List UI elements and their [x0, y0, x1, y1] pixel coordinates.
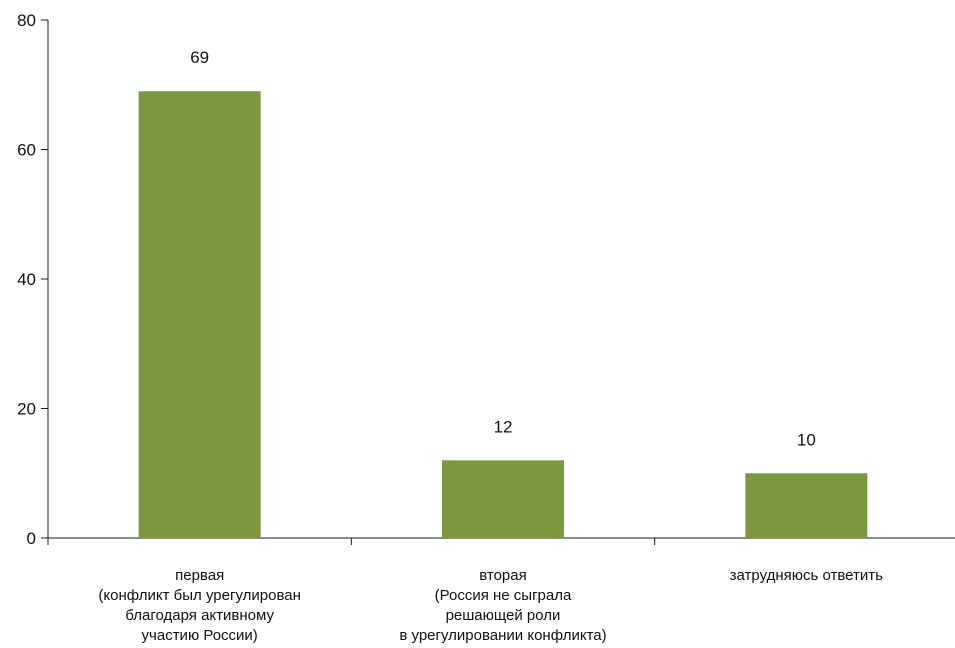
y-axis: 0 20 40 60 80 [17, 11, 49, 548]
x-axis [47, 537, 955, 545]
category-label-line: в урегулировании конфликта) [399, 627, 606, 644]
category-label-line: первая [175, 567, 224, 584]
bar [138, 91, 261, 538]
y-tick-label: 80 [17, 11, 36, 30]
data-label: 12 [494, 417, 513, 436]
bar [745, 473, 868, 538]
data-label: 69 [190, 48, 209, 67]
category-label-line: благодаря активному [125, 607, 274, 624]
category-label: затрудняюсь ответить [730, 567, 883, 584]
category-label-line: решающей роли [446, 607, 561, 624]
y-tick-label: 0 [27, 529, 36, 548]
category-label-line: вторая [479, 567, 527, 584]
category-label-line: затрудняюсь ответить [730, 567, 883, 584]
category-labels: первая (конфликт был урегулирован благодар… [98, 567, 883, 644]
category-label-line: (Россия не сыграла [435, 587, 572, 604]
data-label: 10 [797, 430, 816, 449]
y-tick-label: 20 [17, 400, 36, 419]
y-tick-label: 60 [17, 141, 36, 160]
category-label-line: (конфликт был урегулирован [98, 587, 300, 604]
category-label-line: участию России) [142, 627, 258, 644]
category-label: вторая (Россия не сыграла решающей роли в у… [399, 567, 606, 644]
category-label: первая (конфликт был урегулирован благодар… [98, 567, 300, 644]
bar [442, 460, 564, 538]
y-tick-label: 40 [17, 270, 36, 289]
value-labels: 69 12 10 [190, 48, 816, 449]
bars [138, 91, 868, 538]
